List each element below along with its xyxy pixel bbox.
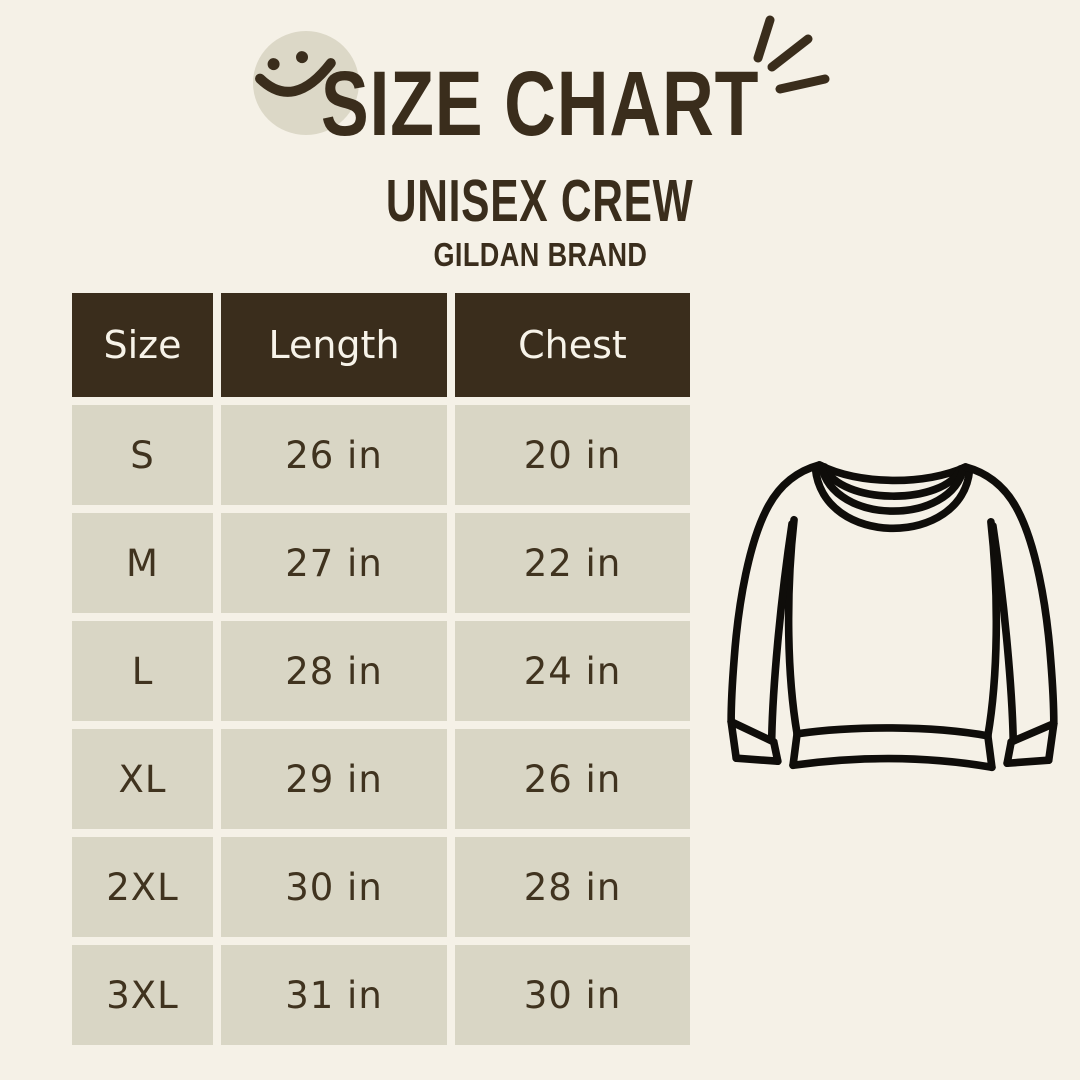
cell-size: 3XL <box>72 945 213 1045</box>
column-header-size: Size <box>72 293 213 397</box>
cell-chest: 20 in <box>455 405 690 505</box>
cell-length: 28 in <box>221 621 447 721</box>
cell-length: 27 in <box>221 513 447 613</box>
cell-size: XL <box>72 729 213 829</box>
column-header-length: Length <box>221 293 447 397</box>
cell-length: 31 in <box>221 945 447 1045</box>
column-header-chest: Chest <box>455 293 690 397</box>
smiley-face-icon <box>253 31 359 135</box>
cell-chest: 24 in <box>455 621 690 721</box>
brand-label: GILDAN BRAND <box>433 236 647 273</box>
cell-chest: 28 in <box>455 837 690 937</box>
cell-length: 26 in <box>221 405 447 505</box>
cell-chest: 26 in <box>455 729 690 829</box>
cell-size: L <box>72 621 213 721</box>
cell-size: M <box>72 513 213 613</box>
crewneck-sweatshirt-illustration <box>727 461 1058 772</box>
cell-size: S <box>72 405 213 505</box>
sparkle-icon <box>753 15 830 94</box>
page-subtitle: UNISEX CREW <box>386 168 694 234</box>
cell-chest: 30 in <box>455 945 690 1045</box>
cell-chest: 22 in <box>455 513 690 613</box>
size-chart-table: Size Length Chest S 26 in 20 in M 27 in … <box>72 293 690 1045</box>
cell-size: 2XL <box>72 837 213 937</box>
cell-length: 29 in <box>221 729 447 829</box>
page-title: SIZE CHART <box>320 53 760 155</box>
cell-length: 30 in <box>221 837 447 937</box>
